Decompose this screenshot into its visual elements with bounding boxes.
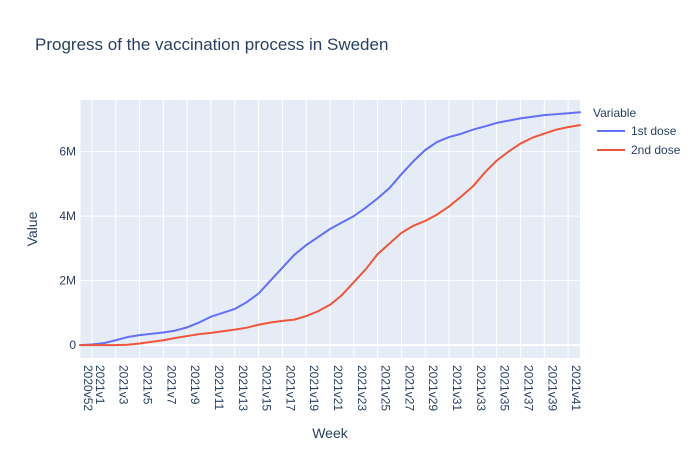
y-tick-label: 2M xyxy=(59,274,76,288)
x-tick-label: 2021v31 xyxy=(450,365,464,411)
series-line-second-dose xyxy=(79,124,581,347)
x-tick-label: 2021v3 xyxy=(117,365,131,405)
legend-label: 1st dose xyxy=(631,124,677,138)
y-tick-label: 0 xyxy=(69,338,76,352)
x-tick-label: 2021v23 xyxy=(355,365,369,411)
x-tick-label: 2020v52 xyxy=(81,365,95,411)
x-tick-label: 2021v1 xyxy=(93,365,107,405)
x-tick-label: 2021v37 xyxy=(521,365,535,411)
series-line-first-dose xyxy=(79,111,581,347)
x-tick-label: 2021v5 xyxy=(141,365,155,405)
x-tick-label: 2021v29 xyxy=(426,365,440,411)
legend-label: 2nd dose xyxy=(631,143,681,157)
x-tick-label: 2021v17 xyxy=(283,365,297,411)
x-tick-label: 2021v19 xyxy=(307,365,321,411)
x-tick-label: 2021v13 xyxy=(236,365,250,411)
x-tick-label: 2021v25 xyxy=(379,365,393,411)
y-tick-label: 4M xyxy=(59,209,76,223)
legend: Variable 1st dose 2nd dose xyxy=(593,106,681,157)
x-axis-title: Week xyxy=(312,425,349,441)
x-tick-label: 2021v33 xyxy=(474,365,488,411)
y-axis-title: Value xyxy=(24,211,40,246)
x-tick-label: 2021v21 xyxy=(331,365,345,411)
y-tick-labels: 0 2M 4M 6M xyxy=(59,145,76,353)
series-lines xyxy=(79,111,581,347)
x-tick-label: 2021v15 xyxy=(260,365,274,411)
legend-item[interactable]: 1st dose xyxy=(597,124,677,138)
legend-title: Variable xyxy=(593,106,636,120)
y-tick-label: 6M xyxy=(59,145,76,159)
x-tick-label: 2021v9 xyxy=(188,365,202,405)
x-tick-label: 2021v7 xyxy=(164,365,178,405)
chart-title: Progress of the vaccination process in S… xyxy=(35,35,388,54)
x-tick-label: 2021v11 xyxy=(212,365,226,410)
legend-item[interactable]: 2nd dose xyxy=(597,143,681,157)
x-tick-label: 2021v27 xyxy=(402,365,416,411)
x-tick-label: 2021v35 xyxy=(498,365,512,411)
x-tick-label: 2021v41 xyxy=(569,365,583,411)
x-tick-label: 2021v39 xyxy=(545,365,559,411)
y-gridlines xyxy=(80,151,580,347)
